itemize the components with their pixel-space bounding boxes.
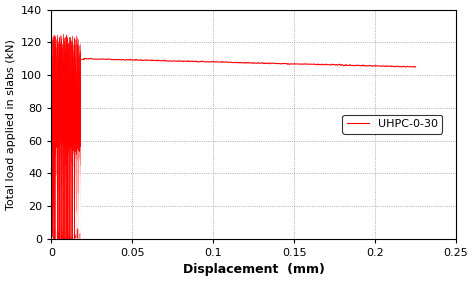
UHPC-0-30 <box>261 61 267 65</box>
Legend: UHPC-0-30: UHPC-0-30 <box>342 115 442 134</box>
UHPC-0-30 <box>405 65 411 69</box>
UHPC-0-30 <box>354 64 359 67</box>
X-axis label: Displacement  (mm): Displacement (mm) <box>183 263 325 276</box>
Y-axis label: Total load applied in slabs (kN): Total load applied in slabs (kN) <box>6 39 16 210</box>
UHPC-0-30 <box>241 61 247 65</box>
UHPC-0-30 <box>82 57 88 60</box>
UHPC-0-30 <box>413 65 419 69</box>
UHPC-0-30 <box>412 65 418 69</box>
UHPC-0-30 <box>81 57 86 60</box>
Line: UHPC-0-30: UHPC-0-30 <box>83 58 416 67</box>
UHPC-0-30 <box>279 62 285 65</box>
UHPC-0-30 <box>239 61 245 64</box>
